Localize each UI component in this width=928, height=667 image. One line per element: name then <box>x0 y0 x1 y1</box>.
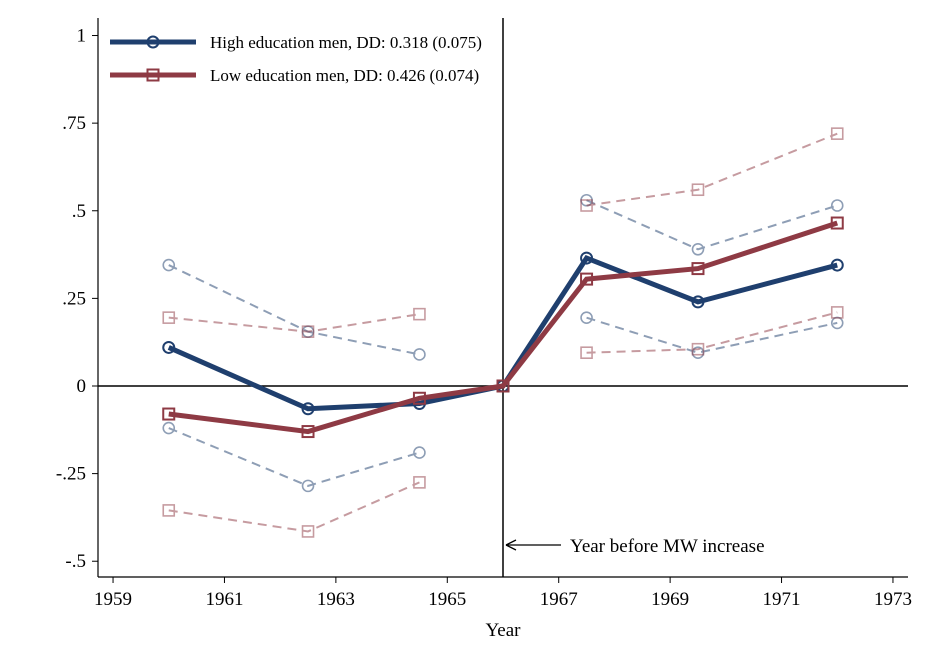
marker <box>691 183 705 197</box>
marker <box>580 199 593 212</box>
x-tick-label: 1971 <box>763 589 801 610</box>
marker <box>162 258 176 272</box>
ci-line <box>168 132 838 333</box>
x-tick-label: 1973 <box>874 589 912 610</box>
legend-item: High education men, DD: 0.318 (0.075) <box>110 33 482 52</box>
marker <box>830 258 844 272</box>
marker <box>691 342 705 356</box>
y-tick-label: 1 <box>77 26 87 47</box>
marker <box>830 127 844 140</box>
confidence-band <box>162 306 844 538</box>
x-tick-label: 1959 <box>94 589 132 610</box>
ci-line <box>168 316 838 487</box>
marker <box>301 402 315 416</box>
series <box>162 216 844 439</box>
legend-marker <box>146 68 160 82</box>
y-tick-label: 0 <box>77 376 87 397</box>
legend-label: High education men, DD: 0.318 (0.075) <box>210 33 482 52</box>
marker <box>580 272 594 286</box>
marker <box>413 307 426 321</box>
marker <box>691 262 705 276</box>
y-tick-label: .5 <box>72 201 86 222</box>
y-tick-label: -.25 <box>56 464 86 485</box>
legend-item: Low education men, DD: 0.426 (0.074) <box>110 66 479 85</box>
y-tick-label: .25 <box>62 288 86 309</box>
marker <box>412 391 426 405</box>
marker <box>413 476 426 489</box>
legend-label: Low education men, DD: 0.426 (0.074) <box>210 66 479 85</box>
x-tick-label: 1963 <box>317 589 355 610</box>
confidence-band <box>162 127 844 338</box>
x-tick-label: 1967 <box>540 589 578 610</box>
ci-line <box>168 311 838 533</box>
marker <box>496 379 510 393</box>
marker <box>162 340 176 354</box>
marker <box>413 348 426 361</box>
annotation: Year before MW increase <box>570 536 765 557</box>
x-tick-label: 1965 <box>428 589 466 610</box>
marker <box>162 504 176 517</box>
x-axis-label: Year <box>485 620 521 641</box>
series-line <box>168 220 839 435</box>
marker <box>580 346 593 359</box>
marker <box>830 306 844 319</box>
annotation-arrowhead <box>505 539 517 551</box>
marker <box>580 311 593 324</box>
marker <box>691 295 705 309</box>
legend-marker <box>146 35 160 49</box>
marker <box>830 199 844 212</box>
marker <box>301 325 315 338</box>
marker <box>301 479 315 493</box>
marker <box>413 446 426 459</box>
y-tick-label: .75 <box>62 113 86 134</box>
x-tick-label: 1969 <box>651 589 689 610</box>
marker <box>301 525 315 538</box>
marker <box>580 251 594 265</box>
x-tick-label: 1961 <box>205 589 243 610</box>
marker <box>162 421 176 435</box>
marker <box>830 216 844 230</box>
y-tick-label: -.5 <box>65 551 86 572</box>
marker <box>162 311 176 324</box>
marker <box>301 425 315 439</box>
marker <box>162 407 176 421</box>
marker <box>691 243 705 256</box>
